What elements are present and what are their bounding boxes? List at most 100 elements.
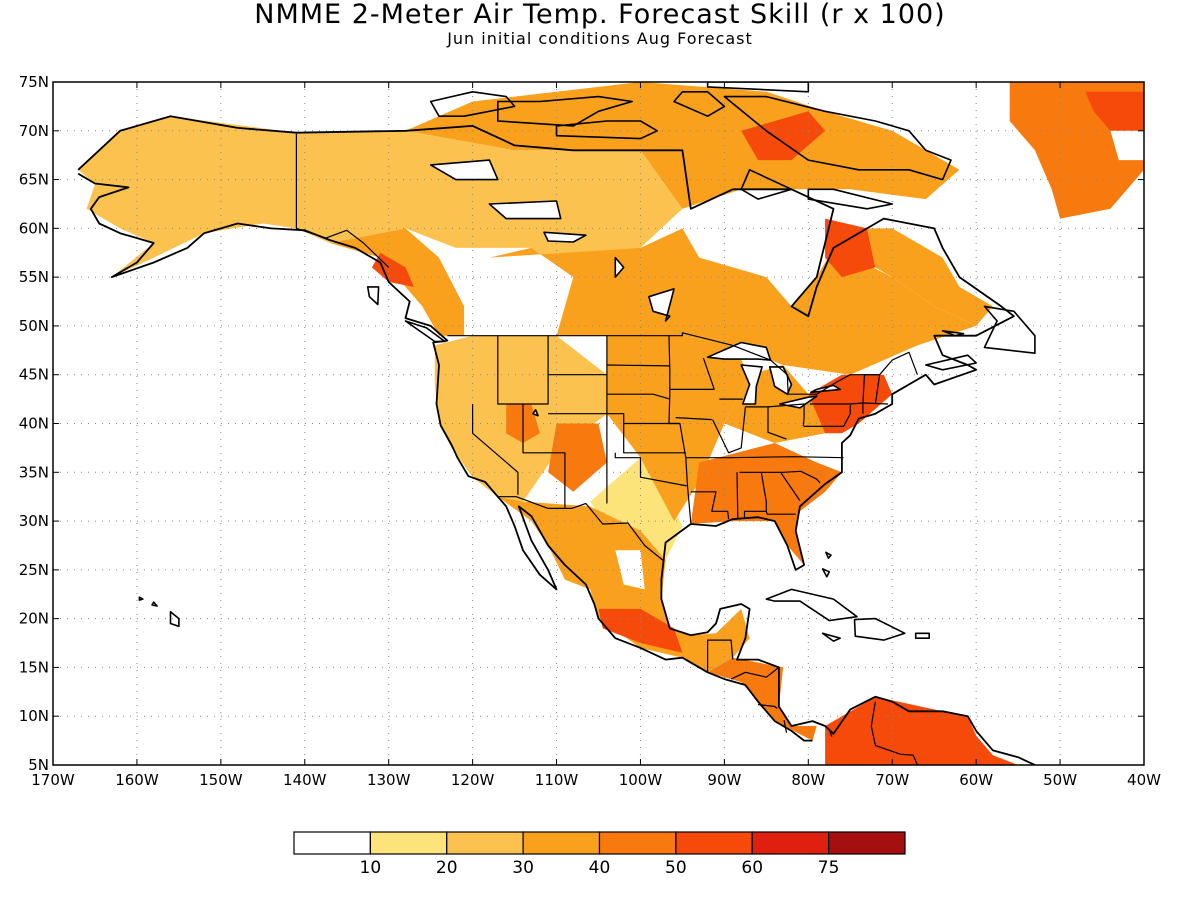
skill-region-central-conus: [606, 335, 750, 522]
political-border: [765, 511, 796, 515]
political-border: [675, 417, 712, 421]
lon-tick-label: 80W: [791, 771, 825, 789]
political-border: [728, 456, 844, 459]
lat-tick-label: 75N: [19, 73, 49, 91]
political-border: [739, 470, 821, 484]
political-border: [730, 666, 780, 680]
skill-region-greenland-hotspot: [1085, 91, 1144, 141]
lon-tick-label: 50W: [1043, 771, 1077, 789]
map-title: NMME 2-Meter Air Temp. Forecast Skill (r…: [254, 0, 946, 30]
lake-outline: [648, 288, 675, 322]
colorbar-swatch: [293, 831, 371, 855]
colorbar-label: 50: [665, 858, 687, 878]
political-border: [874, 374, 881, 405]
lat-tick-label: 60N: [19, 219, 49, 237]
island-outline: [429, 91, 516, 117]
skill-region-arctic-archipelago: [405, 82, 960, 209]
skill-region-central-america: [707, 657, 817, 741]
island-outline: [765, 588, 858, 622]
lat-tick-label: 5N: [28, 756, 49, 774]
skill-region-mexico: [497, 496, 750, 673]
island-outline: [807, 188, 894, 210]
political-border: [295, 133, 390, 268]
political-border: [472, 404, 519, 495]
colorbar-label: 75: [818, 858, 840, 878]
island-outline: [555, 120, 659, 140]
island-outline: [821, 568, 831, 578]
lake-outline: [429, 159, 499, 181]
skill-region-bc-coast: [329, 228, 465, 336]
lat-tick-label: 20N: [19, 610, 49, 628]
colorbar-label: 60: [741, 858, 763, 878]
colorbar-label: 20: [436, 858, 458, 878]
political-border: [810, 402, 863, 405]
island-outline: [706, 82, 810, 93]
political-border: [712, 406, 746, 454]
skill-region-four-corners: [548, 423, 607, 492]
colorbar-swatch: [675, 831, 753, 855]
lat-tick-label: 25N: [19, 561, 49, 579]
lat-tick-label: 55N: [19, 268, 49, 286]
colorbar-label: 10: [360, 858, 382, 878]
political-border: [614, 452, 687, 487]
lat-tick-label: 50N: [19, 317, 49, 335]
island-outline: [366, 286, 380, 306]
lat-tick-label: 45N: [19, 366, 49, 384]
political-border: [757, 703, 778, 709]
lon-tick-label: 130W: [367, 771, 411, 789]
lon-tick-label: 90W: [707, 771, 741, 789]
lon-tick-label: 70W: [875, 771, 909, 789]
lake-outline: [740, 364, 763, 405]
political-border: [447, 332, 918, 395]
political-border: [548, 413, 686, 454]
island-outline: [853, 617, 906, 641]
skill-region-greenland-interior: [1110, 130, 1144, 161]
colorbar-swatch: [522, 831, 601, 855]
lat-tick-label: 70N: [19, 122, 49, 140]
map-subtitle: Jun initial conditions Aug Forecast: [447, 29, 753, 48]
coastline: [77, 172, 813, 742]
colorbar-swatch: [598, 831, 677, 855]
lon-tick-label: 140W: [283, 771, 327, 789]
skill-region-labrador: [867, 228, 993, 326]
political-border: [736, 472, 739, 519]
island-outline: [169, 610, 180, 628]
colorbar-swatch: [751, 831, 830, 855]
skill-region-northwest-canada: [296, 130, 683, 258]
lon-tick-label: 170W: [31, 771, 75, 789]
lat-tick-label: 30N: [19, 512, 49, 530]
island-outline: [825, 551, 832, 559]
lon-tick-label: 110W: [535, 771, 579, 789]
colorbar-swatch: [828, 831, 906, 855]
political-border: [522, 404, 566, 509]
coastline: [77, 115, 1036, 765]
island-outline: [151, 601, 158, 607]
political-borders-layer: [295, 133, 918, 765]
island-outline: [914, 632, 931, 640]
political-border: [702, 357, 715, 390]
island-outline: [404, 320, 446, 343]
lat-tick-label: 35N: [19, 463, 49, 481]
colorbar-swatch: [446, 831, 524, 855]
political-border: [745, 406, 787, 440]
political-border: [497, 496, 665, 562]
political-border: [767, 403, 805, 427]
island-outline: [983, 305, 1036, 355]
political-border: [828, 729, 833, 737]
lon-tick-label: 40W: [1127, 771, 1161, 789]
coastline-layer: [77, 82, 1036, 765]
lake-outline: [614, 256, 625, 278]
political-border: [804, 405, 851, 427]
political-border: [706, 639, 734, 673]
skill-region-alaska: [78, 116, 297, 278]
axis-ticks: 75N 70N 65N 60N 55N 50N 45N 40N 35N 30N 25N 20N 15N 1…: [19, 73, 1161, 789]
lon-tick-label: 160W: [115, 771, 159, 789]
island-outline: [673, 91, 726, 117]
skill-region-mexico-hotspot: [598, 608, 683, 653]
skill-region-quebec-hotspot: [825, 218, 876, 278]
political-border: [690, 491, 730, 520]
island-outline: [723, 95, 952, 181]
lat-tick-label: 10N: [19, 707, 49, 725]
lat-tick-label: 40N: [19, 415, 49, 433]
